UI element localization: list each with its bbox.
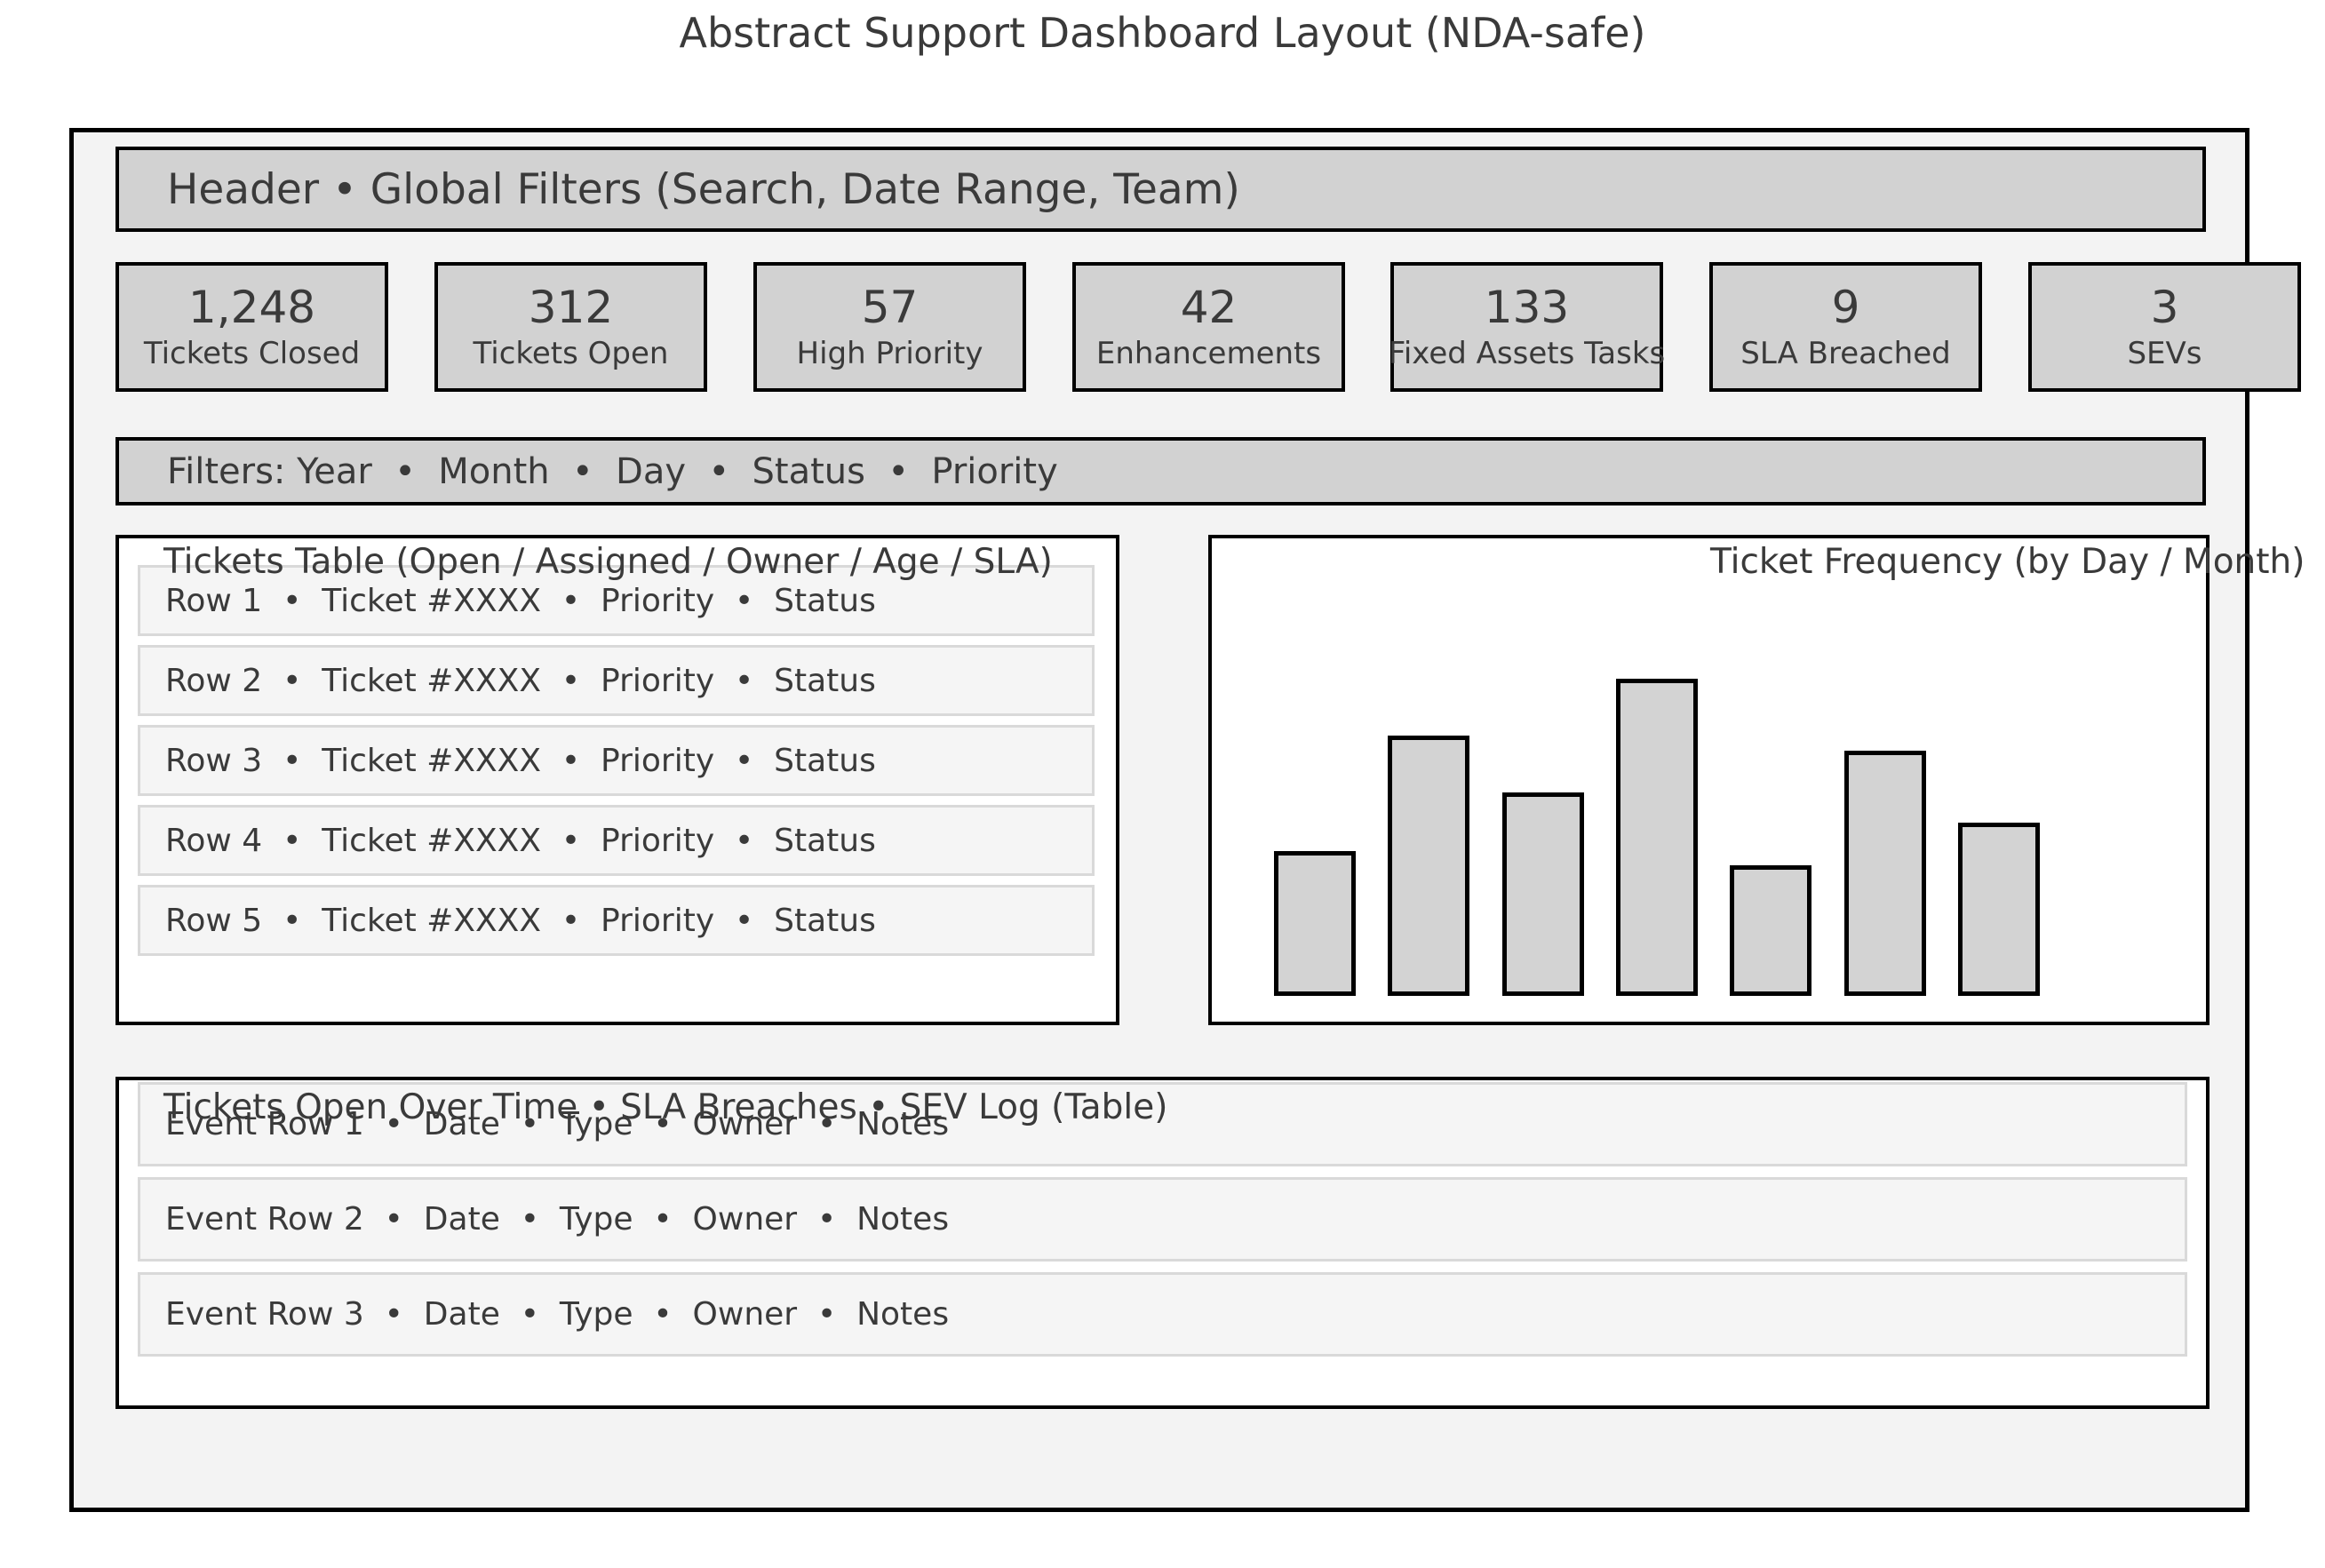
ticket-table-row[interactable]: Row 3 • Ticket #XXXX • Priority • Status — [138, 725, 1095, 796]
kpi-card-high-priority[interactable]: 57 High Priority — [753, 262, 1026, 392]
kpi-label: SLA Breached — [1740, 336, 1951, 371]
page-title: Abstract Support Dashboard Layout (NDA-s… — [679, 9, 1646, 57]
ticket-row-label: Row 3 • Ticket #XXXX • Priority • Status — [165, 742, 876, 779]
kpi-label: Tickets Closed — [143, 336, 361, 371]
ticket-table-row[interactable]: Row 1 • Ticket #XXXX • Priority • Status — [138, 565, 1095, 636]
event-log-title: Tickets Open Over Time • SLA Breaches • … — [163, 1087, 1168, 1127]
kpi-card-sla-breached[interactable]: 9 SLA Breached — [1709, 262, 1982, 392]
filters-bar[interactable]: Filters: Year • Month • Day • Status • P… — [115, 437, 2206, 505]
event-row-label: Event Row 3 • Date • Type • Owner • Note… — [165, 1296, 950, 1333]
kpi-value: 1,248 — [187, 282, 316, 333]
kpi-value: 3 — [2150, 282, 2179, 333]
filters-label: Filters: Year • Month • Day • Status • P… — [167, 450, 1058, 492]
frequency-bar-4 — [1616, 679, 1698, 996]
ticket-table-row[interactable]: Row 5 • Ticket #XXXX • Priority • Status — [138, 885, 1095, 956]
ticket-row-label: Row 5 • Ticket #XXXX • Priority • Status — [165, 902, 876, 939]
frequency-bar-3 — [1502, 792, 1584, 996]
frequency-bar-5 — [1730, 865, 1811, 996]
kpi-label: High Priority — [796, 336, 983, 371]
event-row-label: Event Row 2 • Date • Type • Owner • Note… — [165, 1201, 950, 1238]
kpi-value: 133 — [1484, 282, 1570, 333]
ticket-row-label: Row 2 • Ticket #XXXX • Priority • Status — [165, 662, 876, 699]
tickets-table-title: Tickets Table (Open / Assigned / Owner /… — [163, 542, 1053, 582]
kpi-label: Enhancements — [1095, 336, 1322, 371]
kpi-card-fixed-assets-tasks[interactable]: 133 Fixed Assets Tasks — [1388, 262, 1666, 392]
event-log-row[interactable]: Event Row 3 • Date • Type • Owner • Note… — [138, 1272, 2187, 1357]
kpi-card-sevs[interactable]: 3 SEVs — [2028, 262, 2301, 392]
event-log-row[interactable]: Event Row 2 • Date • Type • Owner • Note… — [138, 1177, 2187, 1262]
event-row-label: Event Row 1 • Date • Type • Owner • Note… — [165, 1106, 950, 1142]
kpi-value: 312 — [528, 282, 614, 333]
frequency-bar-7 — [1958, 823, 2040, 996]
ticket-table-row[interactable]: Row 4 • Ticket #XXXX • Priority • Status — [138, 805, 1095, 876]
kpi-value: 9 — [1831, 282, 1860, 333]
bar-chart — [1212, 538, 2206, 1022]
header-global-filters-bar[interactable]: Header • Global Filters (Search, Date Ra… — [115, 147, 2206, 232]
frequency-bar-2 — [1388, 736, 1469, 996]
kpi-card-enhancements[interactable]: 42 Enhancements — [1072, 262, 1345, 392]
ticket-frequency-chart-panel — [1208, 535, 2210, 1025]
kpi-value: 57 — [861, 282, 919, 333]
ticket-row-label: Row 1 • Ticket #XXXX • Priority • Status — [165, 582, 876, 619]
kpi-label: SEVs — [2127, 336, 2202, 371]
kpi-label: Tickets Open — [473, 336, 669, 371]
kpi-card-tickets-closed[interactable]: 1,248 Tickets Closed — [115, 262, 388, 392]
ticket-row-label: Row 4 • Ticket #XXXX • Priority • Status — [165, 822, 876, 859]
frequency-bar-6 — [1844, 751, 1926, 996]
ticket-frequency-chart-title: Ticket Frequency (by Day / Month) — [1710, 542, 2305, 582]
kpi-label: Fixed Assets Tasks — [1388, 336, 1666, 371]
event-log-row[interactable]: Event Row 1 • Date • Type • Owner • Note… — [138, 1082, 2187, 1166]
kpi-card-tickets-open[interactable]: 312 Tickets Open — [434, 262, 707, 392]
kpi-value: 42 — [1180, 282, 1238, 333]
header-label: Header • Global Filters (Search, Date Ra… — [167, 164, 1240, 214]
frequency-bar-1 — [1274, 851, 1356, 996]
ticket-table-row[interactable]: Row 2 • Ticket #XXXX • Priority • Status — [138, 645, 1095, 716]
